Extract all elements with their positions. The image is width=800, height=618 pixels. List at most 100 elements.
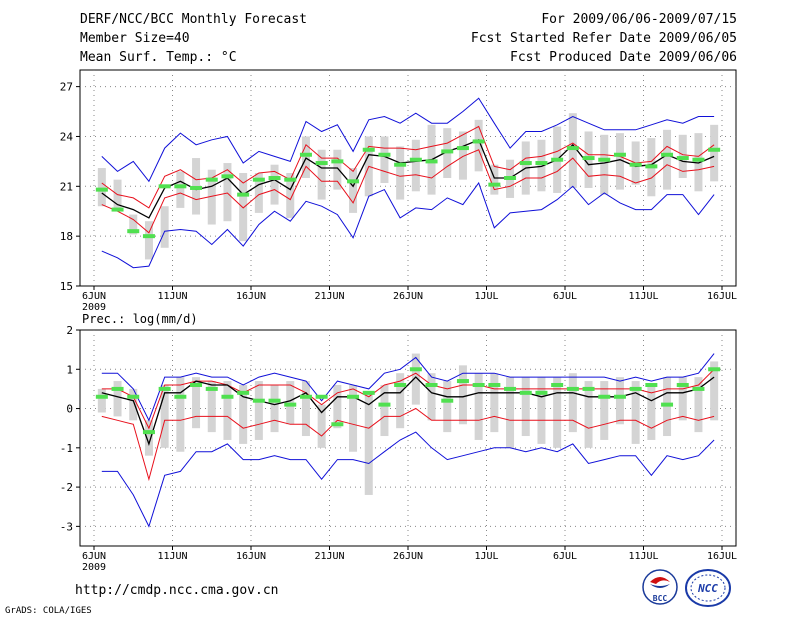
svg-text:NCC: NCC	[697, 582, 718, 595]
header-left: DERF/NCC/BCC Monthly Forecast Member Siz…	[80, 12, 307, 69]
climatology-marker	[378, 402, 391, 407]
climatology-marker	[158, 184, 171, 189]
climatology-marker	[158, 386, 171, 391]
climatology-marker	[299, 152, 312, 157]
climatology-marker	[456, 146, 469, 151]
spread-box	[600, 381, 609, 440]
x-tick-label: 26JUN	[393, 291, 423, 302]
spread-box	[97, 168, 106, 207]
series-line-max	[101, 181, 715, 269]
climatology-marker	[504, 386, 517, 391]
spread-box	[129, 388, 138, 421]
climatology-marker	[645, 164, 658, 169]
climatology-marker	[676, 382, 689, 387]
climatology-marker	[284, 177, 297, 182]
climatology-marker	[394, 162, 407, 167]
x-year-label: 2009	[82, 302, 106, 313]
spread-box	[443, 381, 452, 433]
forecast-period: For 2009/06/06-2009/07/15	[541, 12, 737, 27]
climatology-marker	[441, 398, 454, 403]
spread-box	[427, 373, 436, 421]
climatology-marker	[127, 229, 140, 234]
x-tick-label: 16JUN	[236, 291, 266, 302]
header-right: For 2009/06/06-2009/07/15 Fcst Started R…	[471, 12, 737, 69]
climatology-marker	[629, 162, 642, 167]
series-line-min	[101, 97, 715, 183]
spread-box	[521, 377, 530, 437]
climatology-marker	[551, 382, 564, 387]
spread-box	[301, 381, 310, 437]
climatology-marker	[205, 177, 218, 182]
climatology-marker	[661, 152, 674, 157]
climatology-marker	[362, 147, 375, 152]
series-line-upper	[101, 125, 715, 209]
climatology-marker	[331, 422, 344, 427]
climatology-marker	[504, 176, 517, 180]
spread-box	[317, 149, 326, 200]
spread-box	[458, 365, 467, 425]
climatology-marker	[237, 390, 250, 395]
spread-box	[270, 164, 279, 205]
x-tick-label: 6JUN	[82, 291, 106, 302]
climatology-marker	[95, 187, 108, 192]
climatology-marker	[676, 156, 689, 161]
y-tick-label: -2	[60, 481, 73, 494]
x-tick-label: 16JUN	[236, 551, 266, 562]
y-tick-label: 2	[66, 324, 73, 337]
spread-box	[411, 139, 420, 192]
x-tick-label: 11JUL	[628, 551, 658, 562]
x-tick-label: 21JUN	[314, 551, 344, 562]
spread-box	[710, 361, 719, 421]
forecast-started-date: Fcst Started Refer Date 2009/06/05	[470, 31, 737, 46]
climatology-marker	[535, 161, 548, 166]
climatology-marker	[221, 394, 234, 399]
spread-box	[160, 206, 169, 248]
climatology-marker	[519, 161, 532, 166]
climatology-marker	[661, 402, 674, 407]
spread-box	[710, 124, 719, 182]
spread-box	[207, 381, 216, 433]
spread-box	[490, 373, 499, 433]
climatology-marker	[566, 146, 579, 151]
chart-0: 15 18 21 24 27 6JUN 11JUN 16JUN 21JUN 26JUN 1JUL 6J…	[60, 69, 737, 313]
spread-box	[349, 168, 358, 213]
climatology-marker	[111, 386, 124, 391]
climatology-marker	[535, 390, 548, 395]
chart-title: DERF/NCC/BCC Monthly Forecast	[80, 12, 307, 27]
climatology-marker	[598, 157, 611, 162]
spread-box	[286, 173, 295, 218]
series-line-lower	[101, 407, 715, 482]
ncc-logo: NCC	[685, 569, 731, 607]
spread-box	[192, 377, 201, 429]
x-tick-label: 26JUN	[393, 551, 423, 562]
climatology-marker	[441, 149, 454, 154]
spread-box	[458, 131, 467, 180]
series-line-min	[101, 431, 715, 528]
x-tick-label: 6JUN	[82, 551, 106, 562]
spread-box	[615, 133, 624, 190]
y-tick-label: -1	[60, 442, 73, 455]
x-tick-label: 6JUL	[553, 551, 577, 562]
spread-box	[411, 353, 420, 405]
climatology-marker	[268, 398, 281, 403]
climatology-marker	[488, 382, 501, 387]
source-url[interactable]: http://cmdp.ncc.cma.gov.cn	[75, 583, 279, 598]
spread-box	[113, 381, 122, 417]
spread-box	[506, 377, 515, 448]
spread-box	[631, 381, 640, 444]
climatology-marker	[456, 379, 469, 384]
bcc-logo: BCC	[642, 569, 678, 605]
spread-box	[301, 136, 310, 178]
precip-title: Prec.: log(mm/d)	[82, 312, 198, 326]
spread-box	[239, 384, 248, 444]
x-tick-label: 11JUN	[157, 551, 187, 562]
spread-box	[380, 136, 389, 183]
climatology-marker	[205, 386, 218, 391]
x-tick-label: 11JUN	[157, 291, 187, 302]
climatology-marker	[394, 382, 407, 387]
spread-box	[615, 377, 624, 425]
spread-box	[694, 133, 703, 192]
member-size: Member Size=40	[80, 31, 190, 46]
spread-box	[144, 420, 153, 456]
